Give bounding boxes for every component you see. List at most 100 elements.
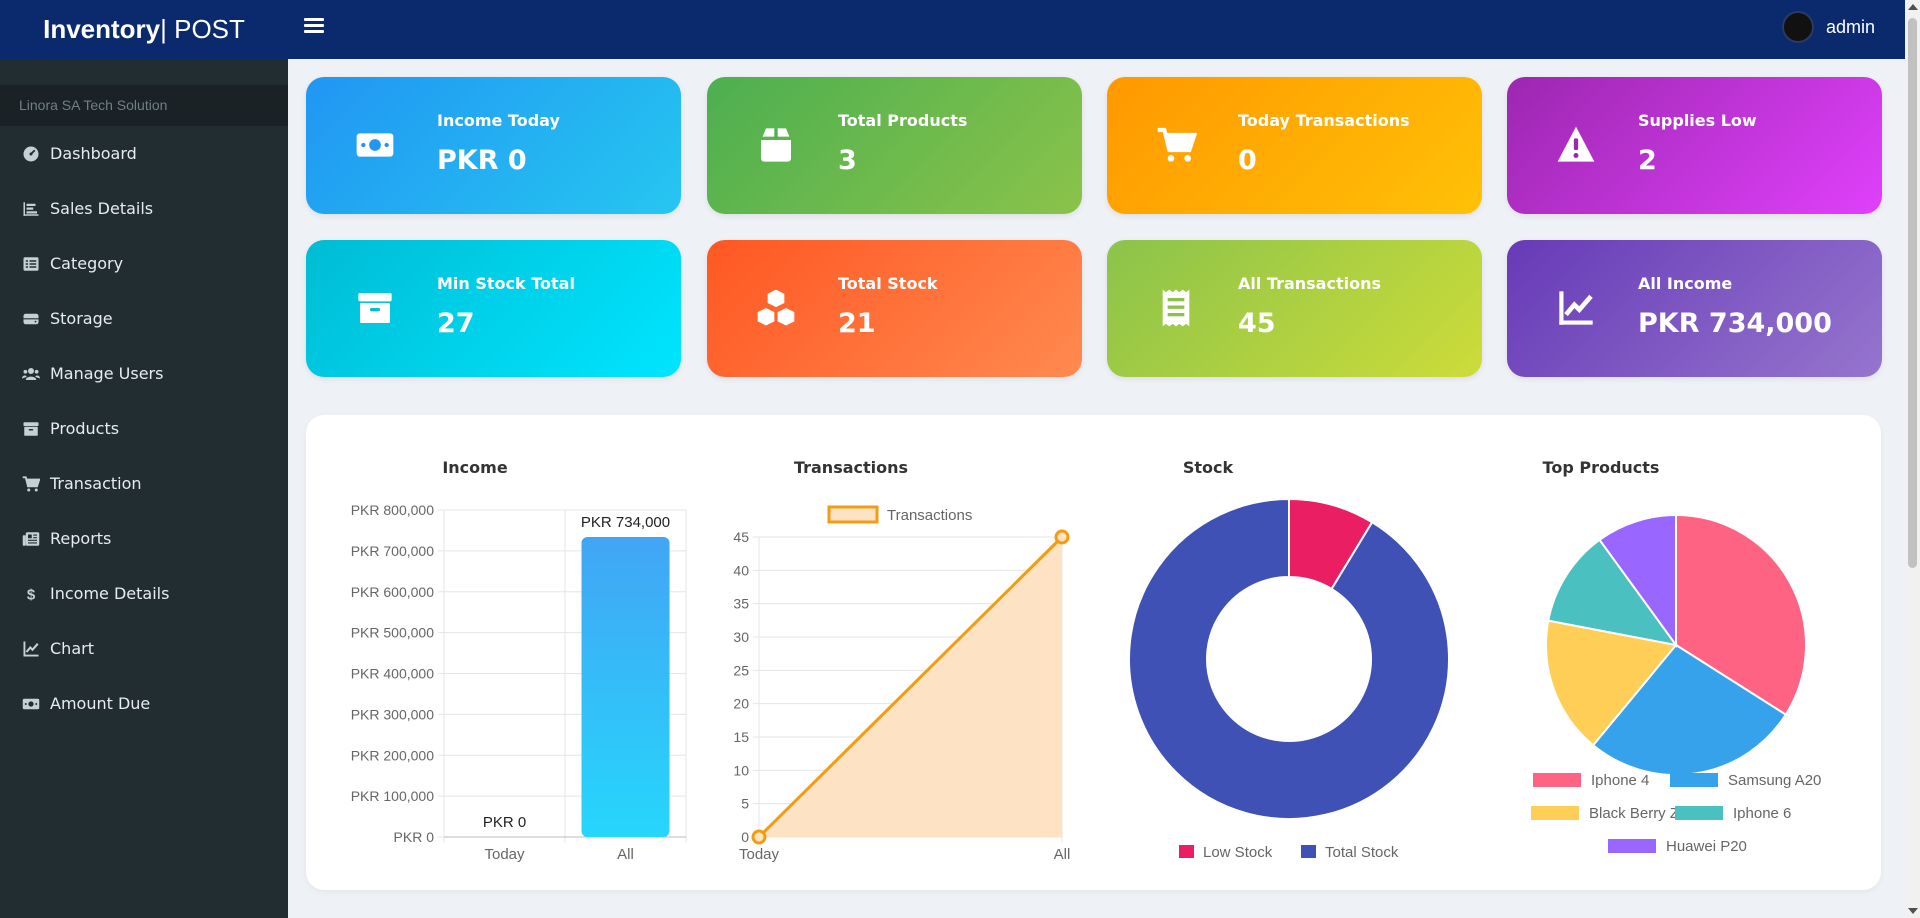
svg-text:$: $ — [27, 586, 36, 603]
sidebar-item-category[interactable]: Category — [0, 236, 288, 291]
transactions-legend-label: Transactions — [887, 507, 972, 524]
sidebar-item-label: Category — [50, 254, 124, 273]
income-x-tick: All — [617, 846, 634, 863]
users-icon — [21, 365, 41, 383]
transactions-point — [1054, 529, 1070, 545]
card-label: All Income — [1638, 274, 1733, 293]
top-products-legend-label: Huawei P20 — [1666, 838, 1747, 855]
dashboard-icon — [21, 145, 41, 163]
line-chart-icon — [21, 640, 41, 658]
income-y-tick: PKR 500,000 — [351, 625, 434, 641]
sidebar-item-label: Transaction — [50, 474, 142, 493]
user-menu[interactable]: admin — [1781, 11, 1875, 43]
stat-card-today-transactions[interactable]: Today Transactions 0 — [1107, 77, 1482, 214]
stat-card-min-stock-total[interactable]: Min Stock Total 27 — [306, 240, 681, 377]
transactions-y-tick: 5 — [741, 796, 749, 812]
stat-card-income-today[interactable]: Income Today PKR 0 — [306, 77, 681, 214]
transactions-line — [757, 535, 1064, 839]
card-label: Total Stock — [838, 274, 938, 293]
sidebar-item-reports[interactable]: Reports — [0, 511, 288, 566]
card-label: Total Products — [838, 111, 968, 130]
income-chart-title: Income — [442, 458, 508, 477]
page-scrollbar[interactable] — [1905, 0, 1920, 918]
stat-card-total-products[interactable]: Total Products 3 — [707, 77, 1082, 214]
stat-card-supplies-low[interactable]: Supplies Low 2 — [1507, 77, 1882, 214]
transactions-x-tick: All — [1054, 846, 1071, 863]
sidebar-item-storage[interactable]: Storage — [0, 291, 288, 346]
transactions-y-tick: 40 — [733, 562, 749, 578]
charts-canvas: PKR 0 PKR 100,000 PKR 200,000 PKR 300,000 PK… — [351, 497, 1821, 863]
sidebar-item-sales-details[interactable]: Sales Details — [0, 181, 288, 236]
money-bill-icon — [353, 125, 397, 165]
top-products-slice — [1547, 538, 1679, 647]
income-y-tick: PKR 200,000 — [351, 747, 434, 763]
stat-card-total-stock[interactable]: Total Stock 21 — [707, 240, 1082, 377]
brand-logo[interactable]: Inventory | POST — [0, 0, 288, 59]
top-products-legend-label: Samsung A20 — [1728, 772, 1821, 789]
sidebar-item-transaction[interactable]: Transaction — [0, 456, 288, 511]
card-value: 45 — [1238, 308, 1276, 339]
income-data-label: PKR 0 — [483, 814, 526, 831]
menu-toggle-icon[interactable] — [302, 15, 326, 39]
sidebar-item-label: Chart — [50, 639, 94, 658]
sidebar-item-products[interactable]: Products — [0, 401, 288, 456]
income-x-tick: Today — [484, 846, 525, 863]
card-label: All Transactions — [1238, 274, 1381, 293]
stat-card-all-transactions[interactable]: All Transactions 45 — [1107, 240, 1482, 377]
card-label: Min Stock Total — [437, 274, 575, 293]
transactions-y-tick: 45 — [733, 529, 749, 545]
card-label: Today Transactions — [1238, 111, 1410, 130]
sidebar-item-label: Storage — [50, 309, 113, 328]
top-products-legend-swatch — [1670, 773, 1718, 787]
income-y-tick: PKR 800,000 — [351, 502, 434, 518]
transactions-legend-swatch — [827, 505, 879, 524]
transactions-chart-title: Transactions — [793, 458, 909, 477]
card-label: Income Today — [437, 111, 560, 130]
sidebar-item-chart[interactable]: Chart — [0, 621, 288, 676]
income-y-tick: PKR 400,000 — [351, 666, 434, 682]
sidebar-nav: Dashboard Sales Details Category Storage Man… — [0, 126, 288, 731]
warning-icon — [1554, 125, 1598, 165]
transactions-y-tick: 0 — [741, 829, 749, 845]
newspaper-icon — [21, 530, 41, 548]
sidebar-item-dashboard[interactable]: Dashboard — [0, 126, 288, 181]
scrollbar-thumb[interactable] — [1908, 18, 1917, 568]
transactions-x-tick: Today — [739, 846, 780, 863]
charts-panel: Income Transactions Stock Top Products P… — [306, 415, 1881, 890]
income-y-tick: PKR 0 — [394, 829, 435, 845]
top-products-legend-swatch — [1533, 773, 1581, 787]
cubes-icon — [754, 288, 798, 328]
sidebar-item-amount-due[interactable]: Amount Due — [0, 676, 288, 731]
transactions-y-tick: 25 — [733, 662, 749, 678]
income-y-tick: PKR 300,000 — [351, 706, 434, 722]
scroll-down-icon[interactable] — [1908, 908, 1918, 914]
card-value: PKR 0 — [437, 145, 527, 176]
stock-legend-label: Low Stock — [1203, 844, 1273, 861]
sidebar-item-income-details[interactable]: $ Income Details — [0, 566, 288, 621]
stat-card-all-income[interactable]: All Income PKR 734,000 — [1507, 240, 1882, 377]
top-products-legend-swatch — [1608, 839, 1656, 853]
top-navbar: Inventory | POST admin — [0, 0, 1905, 59]
scroll-up-icon[interactable] — [1908, 4, 1918, 10]
stock-legend-swatch — [1301, 845, 1316, 858]
brand-title: Inventory — [43, 14, 161, 44]
sidebar-item-label: Sales Details — [50, 199, 154, 218]
sidebar-item-manage-users[interactable]: Manage Users — [0, 346, 288, 401]
sidebar-item-label: Dashboard — [50, 144, 137, 163]
bar-chart-icon — [21, 200, 41, 218]
receipt-icon — [1154, 288, 1198, 328]
sidebar-item-label: Income Details — [50, 584, 170, 603]
top-products-slice — [1545, 619, 1678, 747]
stock-legend-label: Total Stock — [1325, 844, 1399, 861]
archive-icon — [21, 420, 41, 438]
top-products-legend-label: Iphone 6 — [1733, 805, 1791, 822]
sidebar-item-label: Manage Users — [50, 364, 164, 383]
stock-slice — [1127, 497, 1450, 820]
transactions-y-tick: 20 — [733, 696, 749, 712]
list-icon — [21, 255, 41, 273]
sidebar-item-label: Reports — [50, 529, 112, 548]
card-value: 2 — [1638, 145, 1657, 176]
income-y-tick: PKR 600,000 — [351, 584, 434, 600]
card-label: Supplies Low — [1638, 111, 1757, 130]
cart-icon — [1154, 125, 1198, 165]
